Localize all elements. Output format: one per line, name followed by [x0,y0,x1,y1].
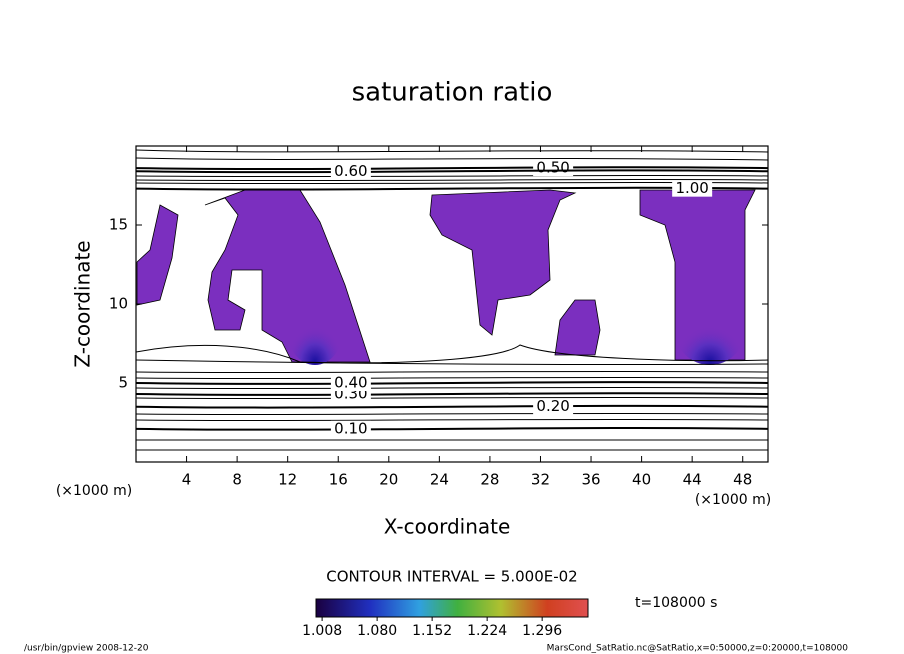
contour-line [135,392,769,396]
y-tick-label: 5 [118,374,128,392]
x-tick-label: 24 [430,471,449,489]
chart-title: saturation ratio [352,78,553,108]
contour-label: 0.60 [334,162,367,180]
contour-line [135,404,769,409]
x-tick-label: 32 [531,471,550,489]
colorbar-tick-label: 1.008 [302,623,342,639]
contour-label-bg [330,163,371,180]
contour-line [135,169,769,174]
contour-fill [136,149,768,451]
colorbar-tick-label: 1.152 [412,623,452,639]
y-axis-label: Z-coordinate [71,240,95,367]
contour-label-bg [330,375,371,391]
x-tick-label: 48 [733,471,752,489]
y-unit: (×1000 m) [56,483,132,499]
x-tick-label: 40 [632,471,651,489]
x-axis-label: X-coordinate [384,515,511,539]
x-unit: (×1000 m) [695,492,771,508]
contour-label: 0.20 [536,397,569,415]
contour-interval: CONTOUR INTERVAL = 5.000E-02 [326,568,577,586]
colorbar-tick-label: 1.296 [522,623,562,639]
contour-label-bg [533,160,574,177]
contour-label: 0.50 [536,159,569,177]
contour-label: 0.40 [334,374,367,392]
x-tick-label: 16 [329,471,348,489]
contour-label-bg [533,398,574,415]
x-tick-label: 28 [480,471,499,489]
contour-line [135,426,769,431]
colorbar [315,598,589,618]
colorbar-tick-label: 1.080 [357,623,397,639]
contour-label: 1.00 [675,179,708,197]
x-tick-label: 12 [278,471,297,489]
x-tick-label: 4 [182,471,192,489]
contour-label-bg [330,420,371,437]
contour-line [135,381,769,385]
contour-line [135,166,769,170]
footer-right: MarsCond_SatRatio.nc@SatRatio,x=0:50000,… [547,644,849,654]
x-tick-label: 8 [232,471,242,489]
y-tick-label: 15 [109,216,128,234]
y-tick-label: 10 [109,295,128,313]
footer-left: /usr/bin/gpview 2008-12-20 [24,644,149,654]
contour-label: 0.10 [334,419,367,437]
colorbar-tick-label: 1.224 [467,623,507,639]
x-tick-label: 36 [581,471,600,489]
x-tick-label: 20 [379,471,398,489]
time-label: t=108000 s [635,595,717,611]
x-tick-label: 44 [683,471,702,489]
contour-label-bg [672,180,713,197]
